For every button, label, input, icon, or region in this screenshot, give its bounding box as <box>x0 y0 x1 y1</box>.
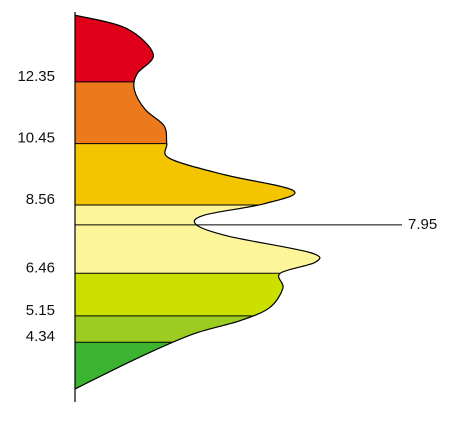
band-6 <box>75 342 320 389</box>
band-5 <box>75 315 320 343</box>
y-tick-label: 5.15 <box>26 302 55 319</box>
y-axis-ticks: 12.35 10.45 8.56 6.46 5.15 4.34 <box>17 68 55 345</box>
y-tick-label: 12.35 <box>17 68 55 85</box>
density-curve <box>74 14 321 390</box>
y-tick-label: 8.56 <box>26 191 55 208</box>
y-tick-label: 10.45 <box>17 130 55 147</box>
y-tick-label: 6.46 <box>26 259 55 276</box>
marker-label: 7.95 <box>408 216 437 233</box>
band-3 <box>75 205 320 274</box>
y-tick-label: 4.34 <box>26 328 55 345</box>
band-boundaries <box>75 81 281 343</box>
color-bands <box>75 15 320 389</box>
band-0 <box>75 15 320 82</box>
band-1 <box>75 81 320 144</box>
band-2 <box>75 143 320 206</box>
